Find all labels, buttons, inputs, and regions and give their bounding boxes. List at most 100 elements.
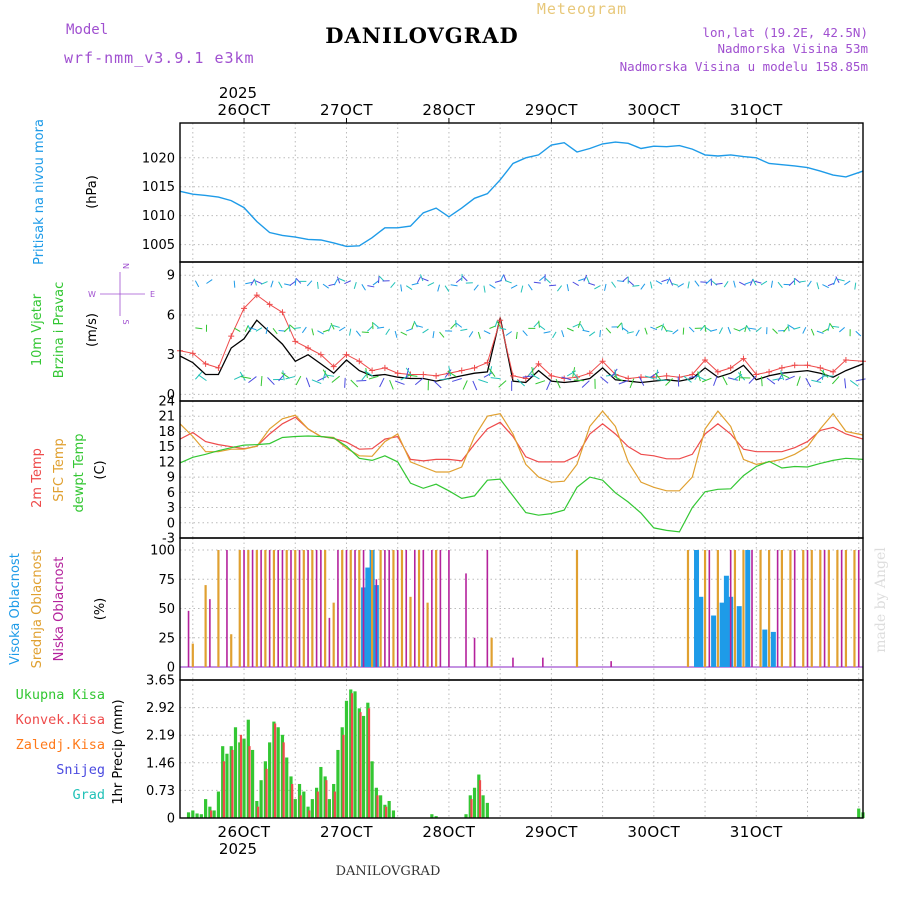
bottom-day-label: 27OCT [320,823,373,841]
y-tick-label: 24 [158,395,175,410]
low-cloud-bar [709,550,711,667]
low-cloud-bar [354,550,356,667]
low-cloud-bar [290,550,292,667]
conv-precip-bar [479,780,481,818]
total-precip-bar [217,792,220,818]
y-tick-label: 3 [167,501,175,516]
conv-precip-bar [334,792,336,818]
mid-cloud-bar [205,585,207,667]
mid-cloud-bar [192,644,194,667]
hail-legend: Grad [72,787,105,803]
mid-cloud-bar [409,597,411,667]
compass-s: S [121,319,130,324]
conv-precip-bar [359,712,361,818]
y-tick-label: 50 [158,602,175,617]
mid-cloud-bar [303,550,305,667]
y-tick-label: 9 [167,269,175,284]
low-cloud-bar [337,550,339,667]
low-cloud-bar [277,550,279,667]
bottom-day-label: 28OCT [422,823,475,841]
y-tick-label: 0 [167,812,175,827]
sfc-legend: SFC Temp [52,438,67,502]
total-precip-bar [234,727,237,818]
conv-precip-bar [274,723,276,818]
wind-arrow [378,276,379,283]
total-precip-bar [370,761,373,818]
conv-precip-bar [351,693,353,818]
total-precip-bar [388,801,391,818]
wind-arrow [657,380,667,381]
lonlat-label: lon,lat (19.2E, 42.5N) [702,25,868,40]
wind-arrow [678,376,679,386]
mid-cloud-bar [491,638,493,667]
low-cloud-bar [397,550,399,667]
mid-cloud-bar [273,550,275,667]
mid-cloud-bar [426,603,428,667]
low-cloud-bar [858,550,860,667]
low-cloud-bar [209,599,211,667]
mid-cloud-bar [350,550,352,667]
bottom-day-label: 26OCT [218,823,271,841]
total-precip-legend: Ukupna Kisa [16,687,105,703]
low-cloud-bar [388,550,390,667]
low-cloud-bar [777,550,779,667]
watermark: made by Angel [873,547,889,653]
conv-precip-bar [283,742,285,818]
mid-cloud-bar [294,550,296,667]
model-label: Model [66,22,108,38]
low-cloud-bar [841,550,843,667]
low-cloud-bar [730,550,732,667]
model-elevation-label: Nadmorska Visina u modelu 158.85m [620,59,868,74]
high-cloud-bar [698,597,703,667]
low-cloud-bar [465,573,467,667]
total-precip-bar [328,799,331,818]
conv-precip-bar [368,708,370,818]
y-tick-label: 6 [167,308,175,323]
low-cloud-bar [431,550,433,667]
mid-cloud-bar [217,550,219,667]
top-year-label: 2025 [219,84,257,102]
wind-arrow [539,321,540,328]
wind-arrow [700,282,707,283]
mid-cloud-bar [264,550,266,667]
mid-cloud-bar [811,550,813,667]
low-cloud-bar [405,550,407,667]
mid-cloud-bar [418,550,420,667]
mid-cloud-bar [845,550,847,667]
y-tick-label: 0 [167,516,175,531]
total-precip-bar [336,750,339,818]
y-tick-label: 15 [158,440,175,455]
low-cloud-bar [260,550,262,667]
low-cloud-bar [542,658,544,667]
snow-legend: Snijeg [56,762,105,778]
mid-cloud-bar [734,550,736,667]
high-cloud-bar [711,616,716,667]
conv-precip-bar [308,810,310,818]
y-tick-label: 9 [167,471,175,486]
high-cloud-bar [720,603,725,667]
wind-arrow [549,285,556,286]
low-cloud-bar [440,550,442,667]
mid-cloud-bar [717,550,719,667]
total-precip-bar [294,799,297,818]
conv-precip-bar [240,735,242,818]
frozen-precip-legend: Zaledj.Kisa [16,737,105,753]
low-cloud-bar [376,579,378,667]
low-cloud-bar [226,550,228,667]
y-tick-label: 75 [158,573,175,588]
pressure-title: Pritisak na nivou mora [32,119,47,265]
mid-cloud-bar [358,550,360,667]
temp2m-legend: 2m Temp [30,448,45,508]
low-cloud-bar [307,550,309,667]
mid-cloud-bar [687,550,689,667]
y-tick-label: 21 [158,410,175,425]
compass-w: W [88,290,96,299]
conv-precip-bar [342,735,344,818]
high-cloud-bar [745,550,750,667]
y-tick-label: 6 [167,486,175,501]
low-cloud-bar [414,550,416,667]
total-precip-bar [857,809,860,818]
high-cloud-bar [724,576,729,667]
mid-cloud-bar [341,550,343,667]
